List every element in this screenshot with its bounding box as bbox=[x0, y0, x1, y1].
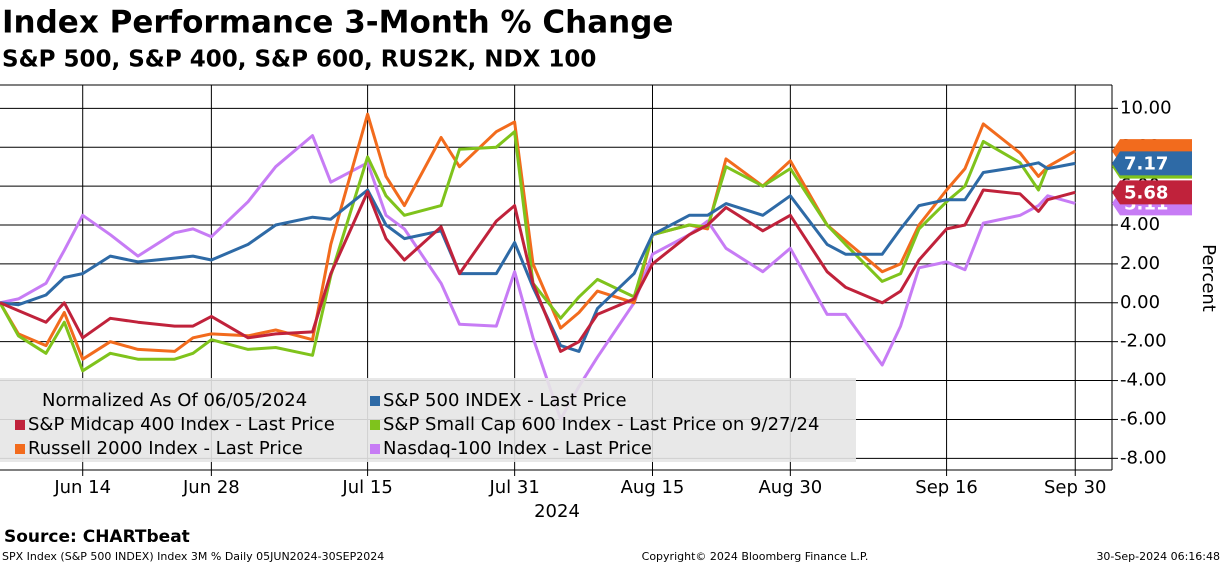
x-tick-label: Jul 15 bbox=[341, 477, 392, 498]
y-tick-label: 4.00 bbox=[1120, 214, 1160, 235]
last-value-flag bbox=[1112, 180, 1192, 205]
last-value-label: 7.17 bbox=[1124, 153, 1168, 174]
flags: 5.117.175.68 bbox=[1112, 139, 1192, 216]
legend-swatch bbox=[370, 444, 380, 454]
series-line bbox=[0, 188, 1076, 353]
footer-right: 30-Sep-2024 06:16:48 bbox=[1096, 550, 1220, 563]
legend-label: S&P Small Cap 600 Index - Last Price on … bbox=[383, 414, 819, 435]
chart-subtitle: S&P 500, S&P 400, S&P 600, RUS2K, NDX 10… bbox=[2, 47, 596, 73]
y-tick-label: 10.00 bbox=[1120, 97, 1172, 118]
legend-label: S&P 500 INDEX - Last Price bbox=[383, 390, 627, 411]
legend-swatch bbox=[15, 420, 25, 430]
x-tick-label: Jul 31 bbox=[488, 477, 539, 498]
last-value-label: 5.68 bbox=[1124, 182, 1168, 203]
series-line bbox=[0, 130, 1050, 373]
legend-swatch bbox=[370, 396, 380, 406]
legend-swatch bbox=[15, 444, 25, 454]
footer-left: SPX Index (S&P 500 INDEX) Index 3M % Dai… bbox=[2, 550, 384, 563]
footer-center: Copyright© 2024 Bloomberg Finance L.P. bbox=[642, 550, 869, 563]
y-tick-label: -2.00 bbox=[1120, 331, 1167, 352]
x-tick-label: Aug 15 bbox=[621, 477, 685, 498]
source: Source: CHARTbeat bbox=[4, 527, 190, 547]
y-tick-label: 2.00 bbox=[1120, 253, 1160, 274]
chart-title: Index Performance 3-Month % Change bbox=[2, 5, 673, 41]
y-axis-label: Percent bbox=[1198, 244, 1219, 312]
x-tick-label: Aug 30 bbox=[758, 477, 822, 498]
lines bbox=[0, 112, 1076, 421]
y-tick-label: 0.00 bbox=[1120, 292, 1160, 313]
legend-label: S&P Midcap 400 Index - Last Price bbox=[28, 414, 335, 435]
x-tick-label: Sep 16 bbox=[915, 477, 978, 498]
x-axis-label: 2024 bbox=[534, 501, 580, 522]
y-tick-label: -8.00 bbox=[1120, 447, 1167, 468]
legend-label: Nasdaq-100 Index - Last Price bbox=[383, 438, 652, 459]
legend: Nasdaq-100 Index - Last Price Russell 200… bbox=[15, 390, 819, 459]
x-tick-label: Jun 14 bbox=[53, 477, 111, 498]
legend-swatch bbox=[370, 420, 380, 430]
y-tick-label: -6.00 bbox=[1120, 408, 1167, 429]
legend-note: Normalized As Of 06/05/2024 bbox=[42, 390, 307, 411]
x-tick-label: Jun 28 bbox=[182, 477, 240, 498]
x-tick-label: Sep 30 bbox=[1044, 477, 1107, 498]
series-line bbox=[0, 112, 1076, 361]
last-value-flag bbox=[1112, 151, 1192, 176]
series-line bbox=[0, 161, 1076, 353]
legend-label: Russell 2000 Index - Last Price bbox=[28, 438, 303, 459]
legend-box bbox=[0, 378, 856, 462]
y-tick-label: -4.00 bbox=[1120, 370, 1167, 391]
